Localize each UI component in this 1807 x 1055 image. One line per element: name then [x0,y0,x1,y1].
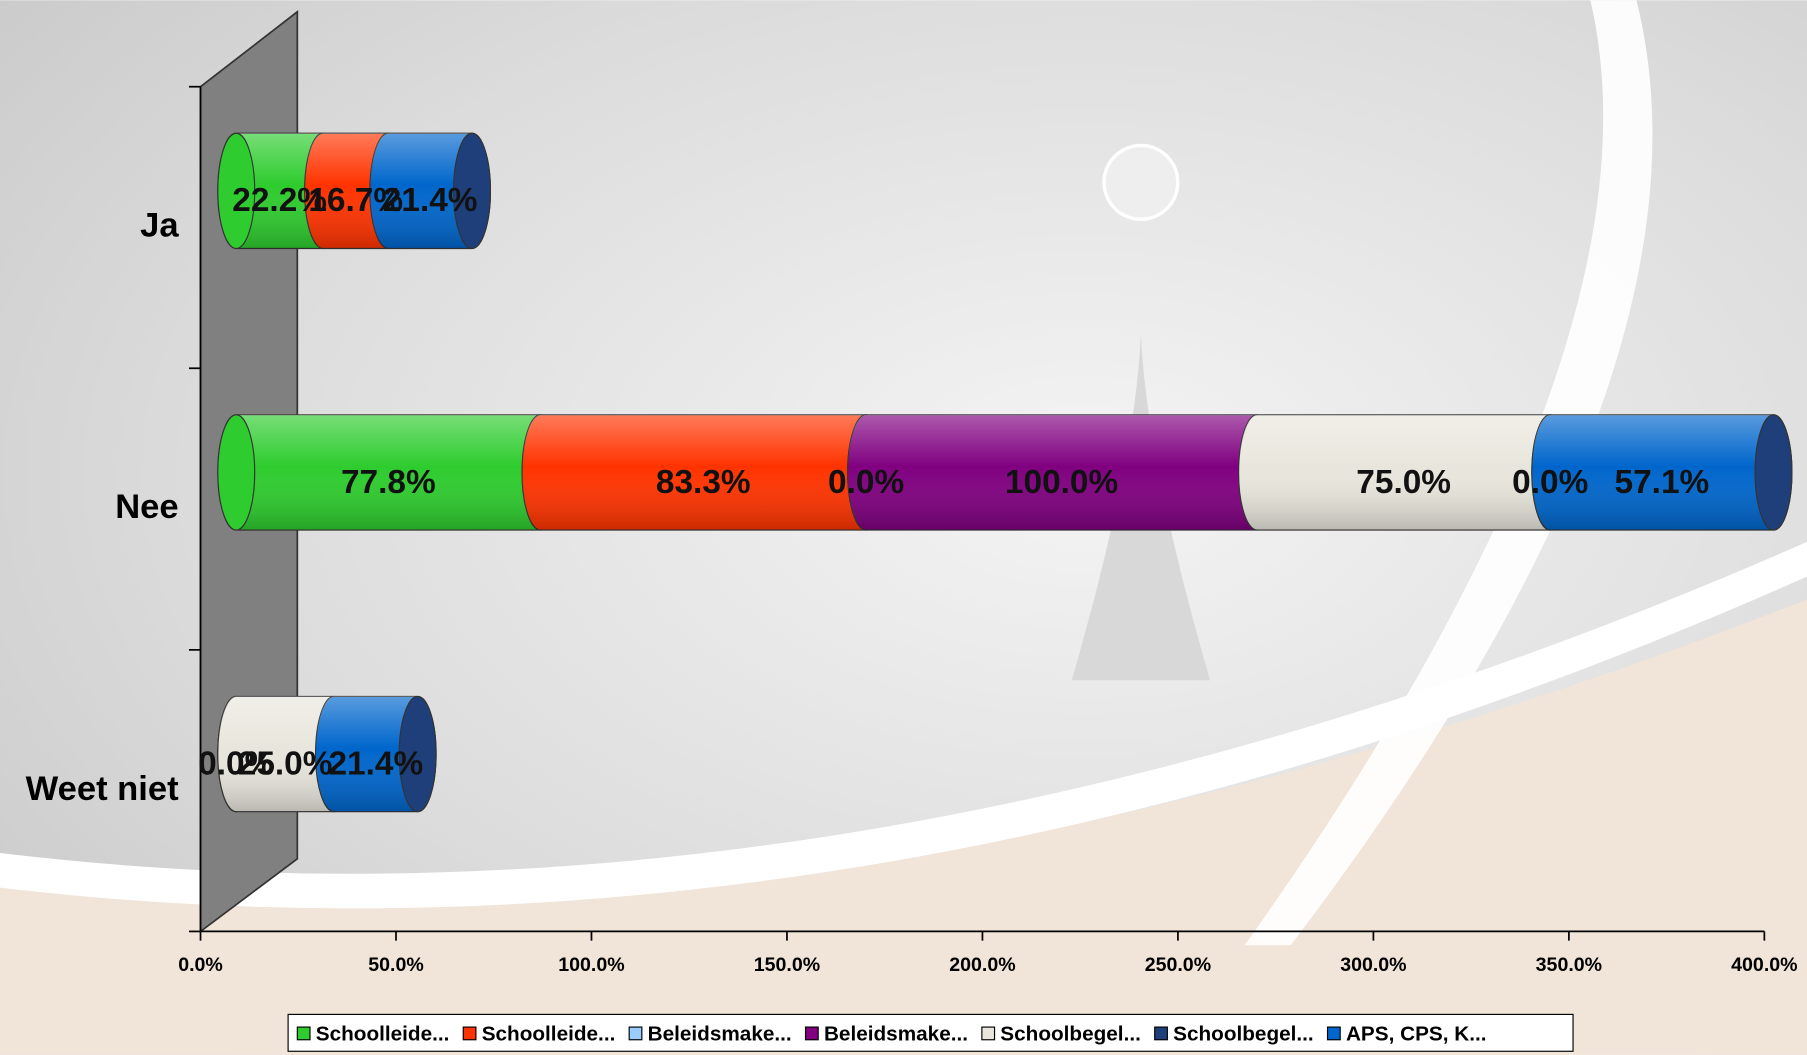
legend-label: Schoolbegel... [1173,1023,1314,1046]
legend-label: Schoolleide... [482,1023,616,1046]
legend-swatch [1154,1026,1168,1041]
bar-cap-end [398,695,437,813]
legend-swatch [462,1026,477,1041]
bar-cap-end [1754,414,1793,531]
legend-label: Beleidsmake... [824,1023,968,1046]
data-label: 77.8% [341,464,436,501]
bar-cap-start [217,132,256,250]
legend-swatch [981,1026,996,1041]
legend-swatch [296,1026,311,1041]
data-label: 0.0% [1512,464,1588,501]
x-tick-label: 50.0% [368,954,424,976]
category-label: Nee [115,488,178,526]
data-label: 22.2% [232,182,327,219]
data-label: 83.3% [656,464,751,501]
data-label: 57.1% [1615,464,1710,501]
data-label: 21.4% [328,745,423,782]
data-label: 0.0% [198,745,274,782]
data-label: 21.4% [383,182,478,219]
data-label: 75.0% [1356,464,1451,501]
bar-shade [217,414,559,531]
data-label: 0.0% [828,464,904,501]
drop [1102,143,1180,221]
data-label: 100.0% [1005,464,1118,501]
bar-shade [847,414,1276,531]
x-tick-label: 250.0% [1145,954,1211,976]
legend-swatch [628,1026,643,1041]
bar-cap-end [452,132,492,250]
category-label: Weet niet [26,770,179,808]
x-tick-label: 350.0% [1536,954,1602,976]
legend-label: Beleidsmake... [648,1023,792,1046]
legend-swatch [1326,1026,1341,1041]
x-tick-label: 400.0% [1731,954,1797,976]
legend-label: APS, CPS, K... [1346,1023,1487,1046]
bar-shade [1238,414,1569,531]
bar-cap-start [217,414,256,531]
legend-swatch [804,1026,819,1041]
x-tick-label: 0.0% [178,954,223,976]
legend-label: Schoolbegel... [1000,1023,1141,1046]
data-label: 16.7% [308,182,403,219]
legend [287,1013,1574,1052]
bar-shade [1531,414,1792,531]
decor-band [0,599,1807,1055]
x-tick-label: 300.0% [1340,954,1406,976]
x-tick-label: 200.0% [949,954,1015,976]
category-label: Ja [140,207,179,245]
x-tick-label: 150.0% [754,954,820,976]
bar-shade [521,414,885,531]
x-tick-label: 100.0% [558,954,624,976]
decor-swoosh [0,541,1807,909]
data-label: 25.0% [238,745,333,782]
legend-label: Schoolleide... [316,1023,450,1046]
